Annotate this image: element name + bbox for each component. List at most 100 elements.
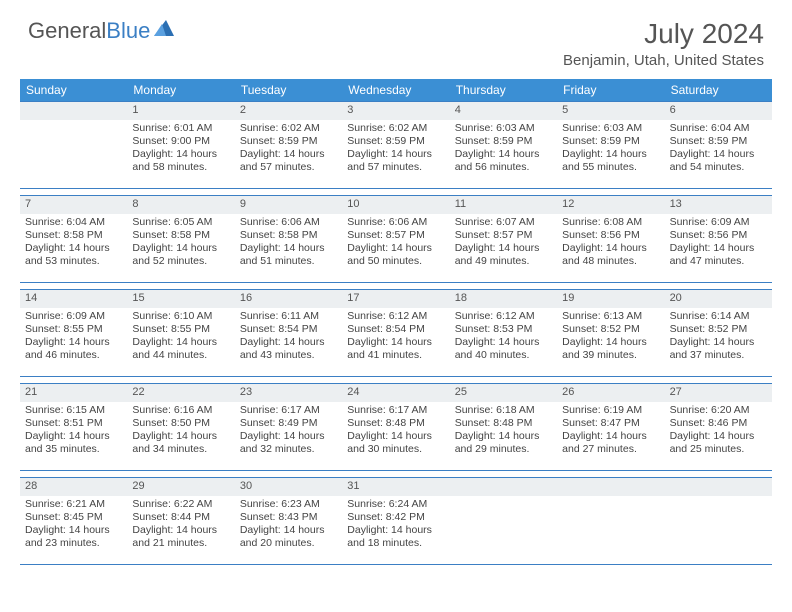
- sunrise-text: Sunrise: 6:16 AM: [132, 404, 229, 417]
- day-cell: 25Sunrise: 6:18 AMSunset: 8:48 PMDayligh…: [450, 384, 557, 470]
- daylight-text: Daylight: 14 hours and 35 minutes.: [25, 430, 122, 456]
- day-body: [557, 496, 664, 502]
- day-cell: [557, 478, 664, 564]
- day-number: 29: [127, 478, 234, 496]
- daylight-text: Daylight: 14 hours and 53 minutes.: [25, 242, 122, 268]
- sunrise-text: Sunrise: 6:01 AM: [132, 122, 229, 135]
- sunset-text: Sunset: 8:46 PM: [670, 417, 767, 430]
- day-body: Sunrise: 6:13 AMSunset: 8:52 PMDaylight:…: [557, 308, 664, 367]
- day-body: [665, 496, 772, 502]
- day-headers-row: SundayMondayTuesdayWednesdayThursdayFrid…: [20, 79, 772, 101]
- sunrise-text: Sunrise: 6:03 AM: [455, 122, 552, 135]
- sunset-text: Sunset: 8:52 PM: [562, 323, 659, 336]
- location: Benjamin, Utah, United States: [563, 52, 764, 69]
- day-number: 22: [127, 384, 234, 402]
- day-number: 17: [342, 290, 449, 308]
- daylight-text: Daylight: 14 hours and 34 minutes.: [132, 430, 229, 456]
- daylight-text: Daylight: 14 hours and 39 minutes.: [562, 336, 659, 362]
- day-cell: 1Sunrise: 6:01 AMSunset: 9:00 PMDaylight…: [127, 102, 234, 188]
- daylight-text: Daylight: 14 hours and 25 minutes.: [670, 430, 767, 456]
- day-cell: [20, 102, 127, 188]
- day-cell: 11Sunrise: 6:07 AMSunset: 8:57 PMDayligh…: [450, 196, 557, 282]
- day-body: [450, 496, 557, 502]
- day-number: 1: [127, 102, 234, 120]
- day-number: 23: [235, 384, 342, 402]
- day-cell: 15Sunrise: 6:10 AMSunset: 8:55 PMDayligh…: [127, 290, 234, 376]
- day-cell: 6Sunrise: 6:04 AMSunset: 8:59 PMDaylight…: [665, 102, 772, 188]
- sunrise-text: Sunrise: 6:17 AM: [240, 404, 337, 417]
- daylight-text: Daylight: 14 hours and 27 minutes.: [562, 430, 659, 456]
- sunset-text: Sunset: 8:48 PM: [455, 417, 552, 430]
- day-cell: [450, 478, 557, 564]
- day-number: [557, 478, 664, 496]
- sunrise-text: Sunrise: 6:04 AM: [25, 216, 122, 229]
- sunset-text: Sunset: 8:59 PM: [670, 135, 767, 148]
- sunset-text: Sunset: 8:58 PM: [240, 229, 337, 242]
- sunset-text: Sunset: 8:55 PM: [132, 323, 229, 336]
- sunset-text: Sunset: 8:47 PM: [562, 417, 659, 430]
- day-body: Sunrise: 6:11 AMSunset: 8:54 PMDaylight:…: [235, 308, 342, 367]
- day-number: 30: [235, 478, 342, 496]
- daylight-text: Daylight: 14 hours and 47 minutes.: [670, 242, 767, 268]
- sunrise-text: Sunrise: 6:22 AM: [132, 498, 229, 511]
- day-cell: [665, 478, 772, 564]
- day-cell: 13 Sunrise: 6:09 AMSunset: 8:56 PMDayligh…: [665, 196, 772, 282]
- day-number: 10: [342, 196, 449, 214]
- header: GeneralBlue July 2024 Benjamin, Utah, Un…: [0, 0, 792, 73]
- daylight-text: Daylight: 14 hours and 56 minutes.: [455, 148, 552, 174]
- sunset-text: Sunset: 8:55 PM: [25, 323, 122, 336]
- day-body: Sunrise: 6:15 AMSunset: 8:51 PMDaylight:…: [20, 402, 127, 461]
- daylight-text: Daylight: 14 hours and 30 minutes.: [347, 430, 444, 456]
- sunrise-text: Sunrise: 6:11 AM: [240, 310, 337, 323]
- day-number: [665, 478, 772, 496]
- sunrise-text: Sunrise: 6:23 AM: [240, 498, 337, 511]
- sunrise-text: Sunrise: 6:12 AM: [347, 310, 444, 323]
- day-cell: 16Sunrise: 6:11 AMSunset: 8:54 PMDayligh…: [235, 290, 342, 376]
- day-body: Sunrise: 6:07 AMSunset: 8:57 PMDaylight:…: [450, 214, 557, 273]
- weeks: 1Sunrise: 6:01 AMSunset: 9:00 PMDaylight…: [20, 101, 772, 565]
- week-row: 7Sunrise: 6:04 AMSunset: 8:58 PMDaylight…: [20, 195, 772, 283]
- sunset-text: Sunset: 8:50 PM: [132, 417, 229, 430]
- sunrise-text: Sunrise: 6:02 AM: [240, 122, 337, 135]
- sunset-text: Sunset: 8:44 PM: [132, 511, 229, 524]
- day-number: 14: [20, 290, 127, 308]
- day-number: [450, 478, 557, 496]
- sunset-text: Sunset: 8:56 PM: [670, 229, 767, 242]
- sunset-text: Sunset: 8:56 PM: [562, 229, 659, 242]
- sunset-text: Sunset: 8:49 PM: [240, 417, 337, 430]
- day-body: Sunrise: 6:18 AMSunset: 8:48 PMDaylight:…: [450, 402, 557, 461]
- day-cell: 28Sunrise: 6:21 AMSunset: 8:45 PMDayligh…: [20, 478, 127, 564]
- day-cell: 23Sunrise: 6:17 AMSunset: 8:49 PMDayligh…: [235, 384, 342, 470]
- daylight-text: Daylight: 14 hours and 21 minutes.: [132, 524, 229, 550]
- day-body: [20, 120, 127, 126]
- day-body: Sunrise: 6:03 AMSunset: 8:59 PMDaylight:…: [450, 120, 557, 179]
- sunrise-text: Sunrise: 6:04 AM: [670, 122, 767, 135]
- daylight-text: Daylight: 14 hours and 46 minutes.: [25, 336, 122, 362]
- day-cell: 3Sunrise: 6:02 AMSunset: 8:59 PMDaylight…: [342, 102, 449, 188]
- week-row: 28Sunrise: 6:21 AMSunset: 8:45 PMDayligh…: [20, 477, 772, 565]
- day-cell: 17Sunrise: 6:12 AMSunset: 8:54 PMDayligh…: [342, 290, 449, 376]
- day-body: Sunrise: 6:20 AMSunset: 8:46 PMDaylight:…: [665, 402, 772, 461]
- day-number: 2: [235, 102, 342, 120]
- day-body: Sunrise: 6:05 AMSunset: 8:58 PMDaylight:…: [127, 214, 234, 273]
- sunset-text: Sunset: 8:54 PM: [240, 323, 337, 336]
- sunrise-text: Sunrise: 6:09 AM: [670, 216, 767, 229]
- sunset-text: Sunset: 8:43 PM: [240, 511, 337, 524]
- day-number: 18: [450, 290, 557, 308]
- day-number: 19: [557, 290, 664, 308]
- day-body: Sunrise: 6:09 AMSunset: 8:55 PMDaylight:…: [20, 308, 127, 367]
- day-number: 13: [665, 196, 772, 214]
- sunrise-text: Sunrise: 6:13 AM: [562, 310, 659, 323]
- sunrise-text: Sunrise: 6:15 AM: [25, 404, 122, 417]
- logo-text-2: Blue: [106, 18, 150, 44]
- logo-text-1: General: [28, 18, 106, 44]
- day-body: Sunrise: 6:02 AMSunset: 8:59 PMDaylight:…: [235, 120, 342, 179]
- day-body: Sunrise: 6:17 AMSunset: 8:49 PMDaylight:…: [235, 402, 342, 461]
- day-body: Sunrise: 6:10 AMSunset: 8:55 PMDaylight:…: [127, 308, 234, 367]
- day-number: 12: [557, 196, 664, 214]
- sunrise-text: Sunrise: 6:08 AM: [562, 216, 659, 229]
- sunrise-text: Sunrise: 6:05 AM: [132, 216, 229, 229]
- daylight-text: Daylight: 14 hours and 44 minutes.: [132, 336, 229, 362]
- week-row: 21Sunrise: 6:15 AMSunset: 8:51 PMDayligh…: [20, 383, 772, 471]
- day-number: 28: [20, 478, 127, 496]
